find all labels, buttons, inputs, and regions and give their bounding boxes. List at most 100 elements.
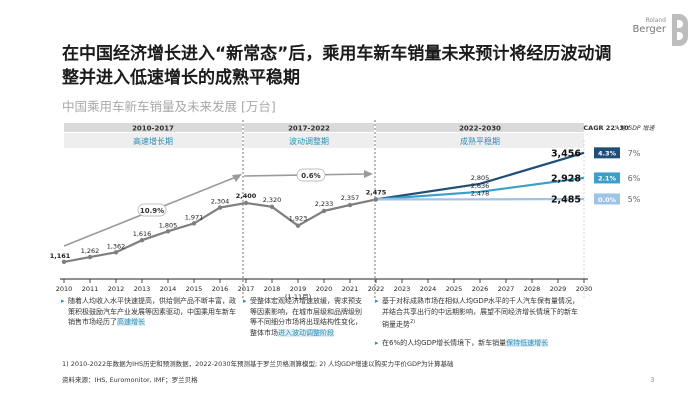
x-tick-label: 2020	[316, 285, 333, 293]
note-period-3b: ▸ 在6%的人均GDP增长情境下，新车销量保持低速增长	[375, 338, 582, 349]
data-label: 1,971	[185, 213, 204, 221]
x-tick-label: 2017	[238, 285, 255, 293]
gdp-growth-value: 7%	[628, 149, 641, 158]
forecast-end-label: 2,928	[551, 173, 581, 184]
note-1-text: 随着人均收入水平快速提高，供给侧产品不断丰富，政策积极鼓励汽车产业发展等因素驱动…	[68, 297, 236, 326]
note-2-highlight: 进入波动调整阶段	[278, 328, 334, 337]
note-4-text: 在6%的人均GDP增长情境下，新车销量	[382, 339, 507, 347]
data-label: 1,362	[107, 242, 126, 250]
period-2-range-bar	[244, 123, 374, 132]
note-1-highlight: 高速增长	[117, 318, 145, 326]
x-tick-label: 2011	[82, 285, 99, 293]
x-ticks: 2010 2011 2012 2013 2014 2015 2016 2017 2018 2019…	[56, 279, 593, 301]
period-3-range: 2022-2030	[459, 125, 501, 133]
note-period-3a: ▸ 基于对标成熟市场在相似人均GDP水平的千人汽车保有量情况，并结合共享出行的中…	[375, 296, 582, 330]
roland-berger-logo: Roland Berger	[612, 14, 692, 48]
note-period-2: ▸ 受整体宏观经济增速放缓，需求预支等因素影响，在城市层级和品牌级别等不同细分市…	[243, 296, 368, 338]
x-tick-label: 2015	[186, 285, 203, 293]
x-tick-label: 2022	[368, 285, 385, 293]
data-label: 1,161	[50, 252, 71, 260]
x-tick-label: 2016	[212, 285, 229, 293]
data-label: 1,262	[81, 247, 100, 255]
source: 资料来源：IHS, Euromonitor, IMF；罗兰贝格	[62, 376, 198, 384]
series-layer	[61, 151, 585, 265]
forecast-mid-label: 2,805	[471, 174, 490, 182]
period-2-label-bar	[244, 133, 374, 148]
period-3-label-bar	[376, 133, 584, 148]
cagr-badge	[594, 147, 620, 159]
x-tick-label: 2029	[550, 285, 567, 293]
history-point	[269, 204, 275, 209]
x-tick-label: 2024	[420, 285, 437, 293]
cagr-panel: CAGR 22'-30' 人均 GDP 增速 4.3% 7% 2.1% 6% 0.0% 5…	[583, 124, 656, 205]
bullet-icon: ▸	[375, 339, 379, 347]
x-tick-label: 2010	[56, 285, 73, 293]
logo-line-1: Roland	[645, 17, 666, 24]
cagr-header: CAGR 22'-30'	[583, 124, 630, 132]
data-label: 2,233	[315, 200, 334, 208]
footnote: 1) 2010-2022年数据为IHS历史和预测数据，2022-2030年预测基…	[62, 360, 454, 368]
growth-arrow-head	[232, 174, 242, 182]
data-label: 1,923	[289, 215, 308, 223]
history-point	[243, 200, 249, 206]
forecast-end-label: 2,485	[551, 194, 581, 205]
x-tick-label: 2018	[264, 285, 281, 293]
forecast-mid-label: 2,636	[471, 182, 490, 190]
x-tick-label: 2013	[134, 285, 151, 293]
x-tick-label: 2012	[108, 285, 125, 293]
forecast-end-label: 3,456	[551, 148, 581, 159]
history-point	[139, 238, 145, 243]
period-1-label: 高速增长期	[133, 136, 173, 146]
note-3-sup: 2)	[410, 319, 416, 325]
note-2-text: 受整体宏观经济增速放缓，需求预支等因素影响，在城市层级和品牌级别等不同细分市场将…	[250, 297, 362, 337]
series-high	[375, 151, 585, 201]
cagr-value: 2.1%	[598, 175, 617, 183]
period-2-range: 2017-2022	[288, 125, 330, 133]
history-point	[61, 259, 67, 265]
data-label: 1,616	[133, 230, 152, 238]
period-1-range-bar	[64, 123, 242, 132]
cagr-value: 0.0%	[598, 196, 617, 204]
note-3-text: 基于对标成熟市场在相似人均GDP水平的千人汽车保有量情况，并结合共享出行的中远期…	[382, 297, 580, 329]
x-tick-label: 2019	[290, 285, 307, 293]
bullet-icon: ▸	[375, 297, 379, 305]
growth-arrow-head-2	[364, 170, 373, 178]
note-4-highlight: 保持低速增长	[506, 339, 549, 347]
cagr-rows: 4.3% 7% 2.1% 6% 0.0% 5%	[594, 147, 641, 205]
history-point	[87, 254, 93, 260]
x-tick-label: 2027	[498, 285, 515, 293]
growth-rate-label: 10.9%	[140, 207, 164, 215]
x-tick-label: 2025	[446, 285, 463, 293]
x-tick-label: 2014	[160, 285, 177, 293]
cagr-badge	[594, 172, 620, 184]
growth-rate-pill	[137, 203, 167, 217]
period-headers: 2010-2017 高速增长期 2017-2022 波动调整期 2022-203…	[64, 123, 584, 148]
growth-rate-label-2: 0.6%	[301, 172, 320, 180]
note-period-1: ▸ 随着人均收入水平快速提高，供给侧产品不断丰富，政策积极鼓励汽车产业发展等因素…	[61, 296, 236, 328]
history-point	[373, 197, 379, 202]
cagr-badge	[594, 193, 620, 205]
history-point	[113, 250, 119, 255]
cagr-value: 4.3%	[598, 150, 617, 158]
x-tick-label: 2021	[342, 285, 359, 293]
history-point	[165, 229, 171, 234]
x-tick-label: 2028	[524, 285, 541, 293]
x-tick-label: 2026	[472, 285, 489, 293]
data-label: 2,304	[211, 198, 230, 206]
bullet-icon: ▸	[61, 297, 65, 305]
data-label: 2,475	[366, 188, 387, 196]
chart-subtitle: 中国乘用车新车销量及未来发展 [万台]	[62, 99, 276, 114]
x-tick-label: 2023	[394, 285, 411, 293]
forecast-mid-label: 2,478	[471, 189, 490, 197]
gdp-header: 人均 GDP 增速	[614, 124, 656, 132]
x-tick-label: 2030	[576, 285, 593, 293]
data-label: 1,805	[159, 221, 178, 229]
series-mid	[375, 176, 585, 201]
gdp-growth-value: 6%	[628, 174, 641, 183]
growth-rate-pill-2	[296, 168, 326, 182]
period-1-label-bar	[64, 133, 242, 148]
x-tick-label: (1-11月)	[285, 293, 311, 301]
data-label: 2,320	[263, 196, 282, 204]
